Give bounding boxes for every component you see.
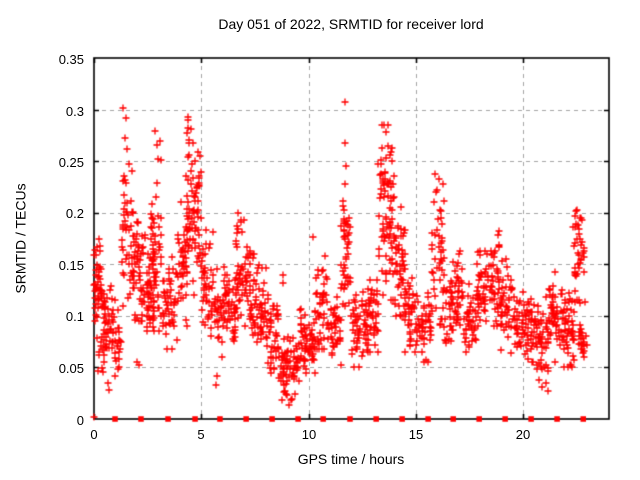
- x-tick-label: 15: [408, 427, 424, 442]
- x-tick-label: 20: [515, 427, 531, 442]
- x-tick-label: 5: [197, 427, 205, 442]
- x-tick-label: 0: [90, 427, 98, 442]
- y-tick-label: 0.05: [58, 361, 84, 376]
- chart-title: Day 051 of 2022, SRMTID for receiver lor…: [218, 16, 484, 32]
- y-tick-label: 0.35: [58, 52, 84, 67]
- y-tick-label: 0.15: [58, 258, 84, 273]
- y-tick-label: 0.3: [65, 104, 84, 119]
- y-axis-label: SRMTID / TECUs: [12, 183, 29, 294]
- y-tick-label: 0.2: [65, 206, 84, 221]
- y-tick-label: 0.1: [65, 309, 84, 324]
- x-axis-label: GPS time / hours: [297, 451, 405, 467]
- x-tick-label: 10: [301, 427, 317, 442]
- y-tick-label: 0.25: [58, 155, 84, 170]
- y-tick-label: 0: [76, 413, 84, 428]
